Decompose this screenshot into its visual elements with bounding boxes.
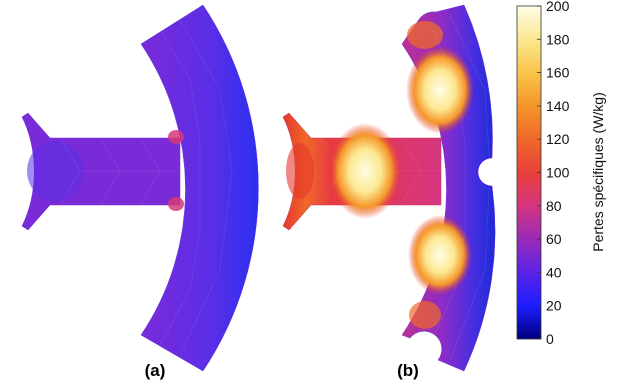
panel-b-mesh [320, 14, 491, 361]
panel-b-hot-lower [408, 215, 472, 295]
caption-a: (a) [145, 361, 166, 380]
colorbar-tick-label: 180 [546, 31, 570, 47]
colorbar-tick-label: 60 [546, 231, 562, 247]
caption-b: (b) [397, 361, 419, 380]
panel-b-hot-upper [406, 46, 474, 134]
panel-b-hot-tooth [329, 123, 401, 219]
colorbar-ticks: 0 20 40 60 80 100 120 140 160 180 200 [537, 0, 570, 347]
colorbar-tick-label: 80 [546, 198, 562, 214]
colorbar-tick-label: 200 [546, 0, 570, 14]
panel-a-hotspot-upper [168, 130, 184, 144]
colorbar-tick-label: 160 [546, 65, 570, 81]
panel-b-warm-top [407, 21, 443, 49]
panel-a-shoe-region [27, 141, 83, 201]
panel-a-hotspot-lower [168, 197, 184, 211]
panel-a-mesh [59, 19, 233, 356]
panel-b-warm-bottom [409, 301, 441, 329]
panel-a [21, 4, 259, 372]
panel-b [282, 4, 496, 372]
colorbar-title: Pertes spécifiques (W/kg) [590, 92, 606, 252]
colorbar-tick-label: 100 [546, 165, 570, 181]
colorbar-tick-label: 140 [546, 98, 570, 114]
colorbar-tick-label: 20 [546, 298, 562, 314]
panel-a-yoke [140, 4, 259, 372]
colorbar-tick-label: 120 [546, 131, 570, 147]
colorbar: 0 20 40 60 80 100 120 140 160 180 200 Pertes spéci… [516, 0, 606, 347]
panel-b-shoe-warm [286, 143, 314, 199]
colorbar-tick-label: 0 [546, 331, 554, 347]
colorbar-tick-label: 40 [546, 264, 562, 280]
